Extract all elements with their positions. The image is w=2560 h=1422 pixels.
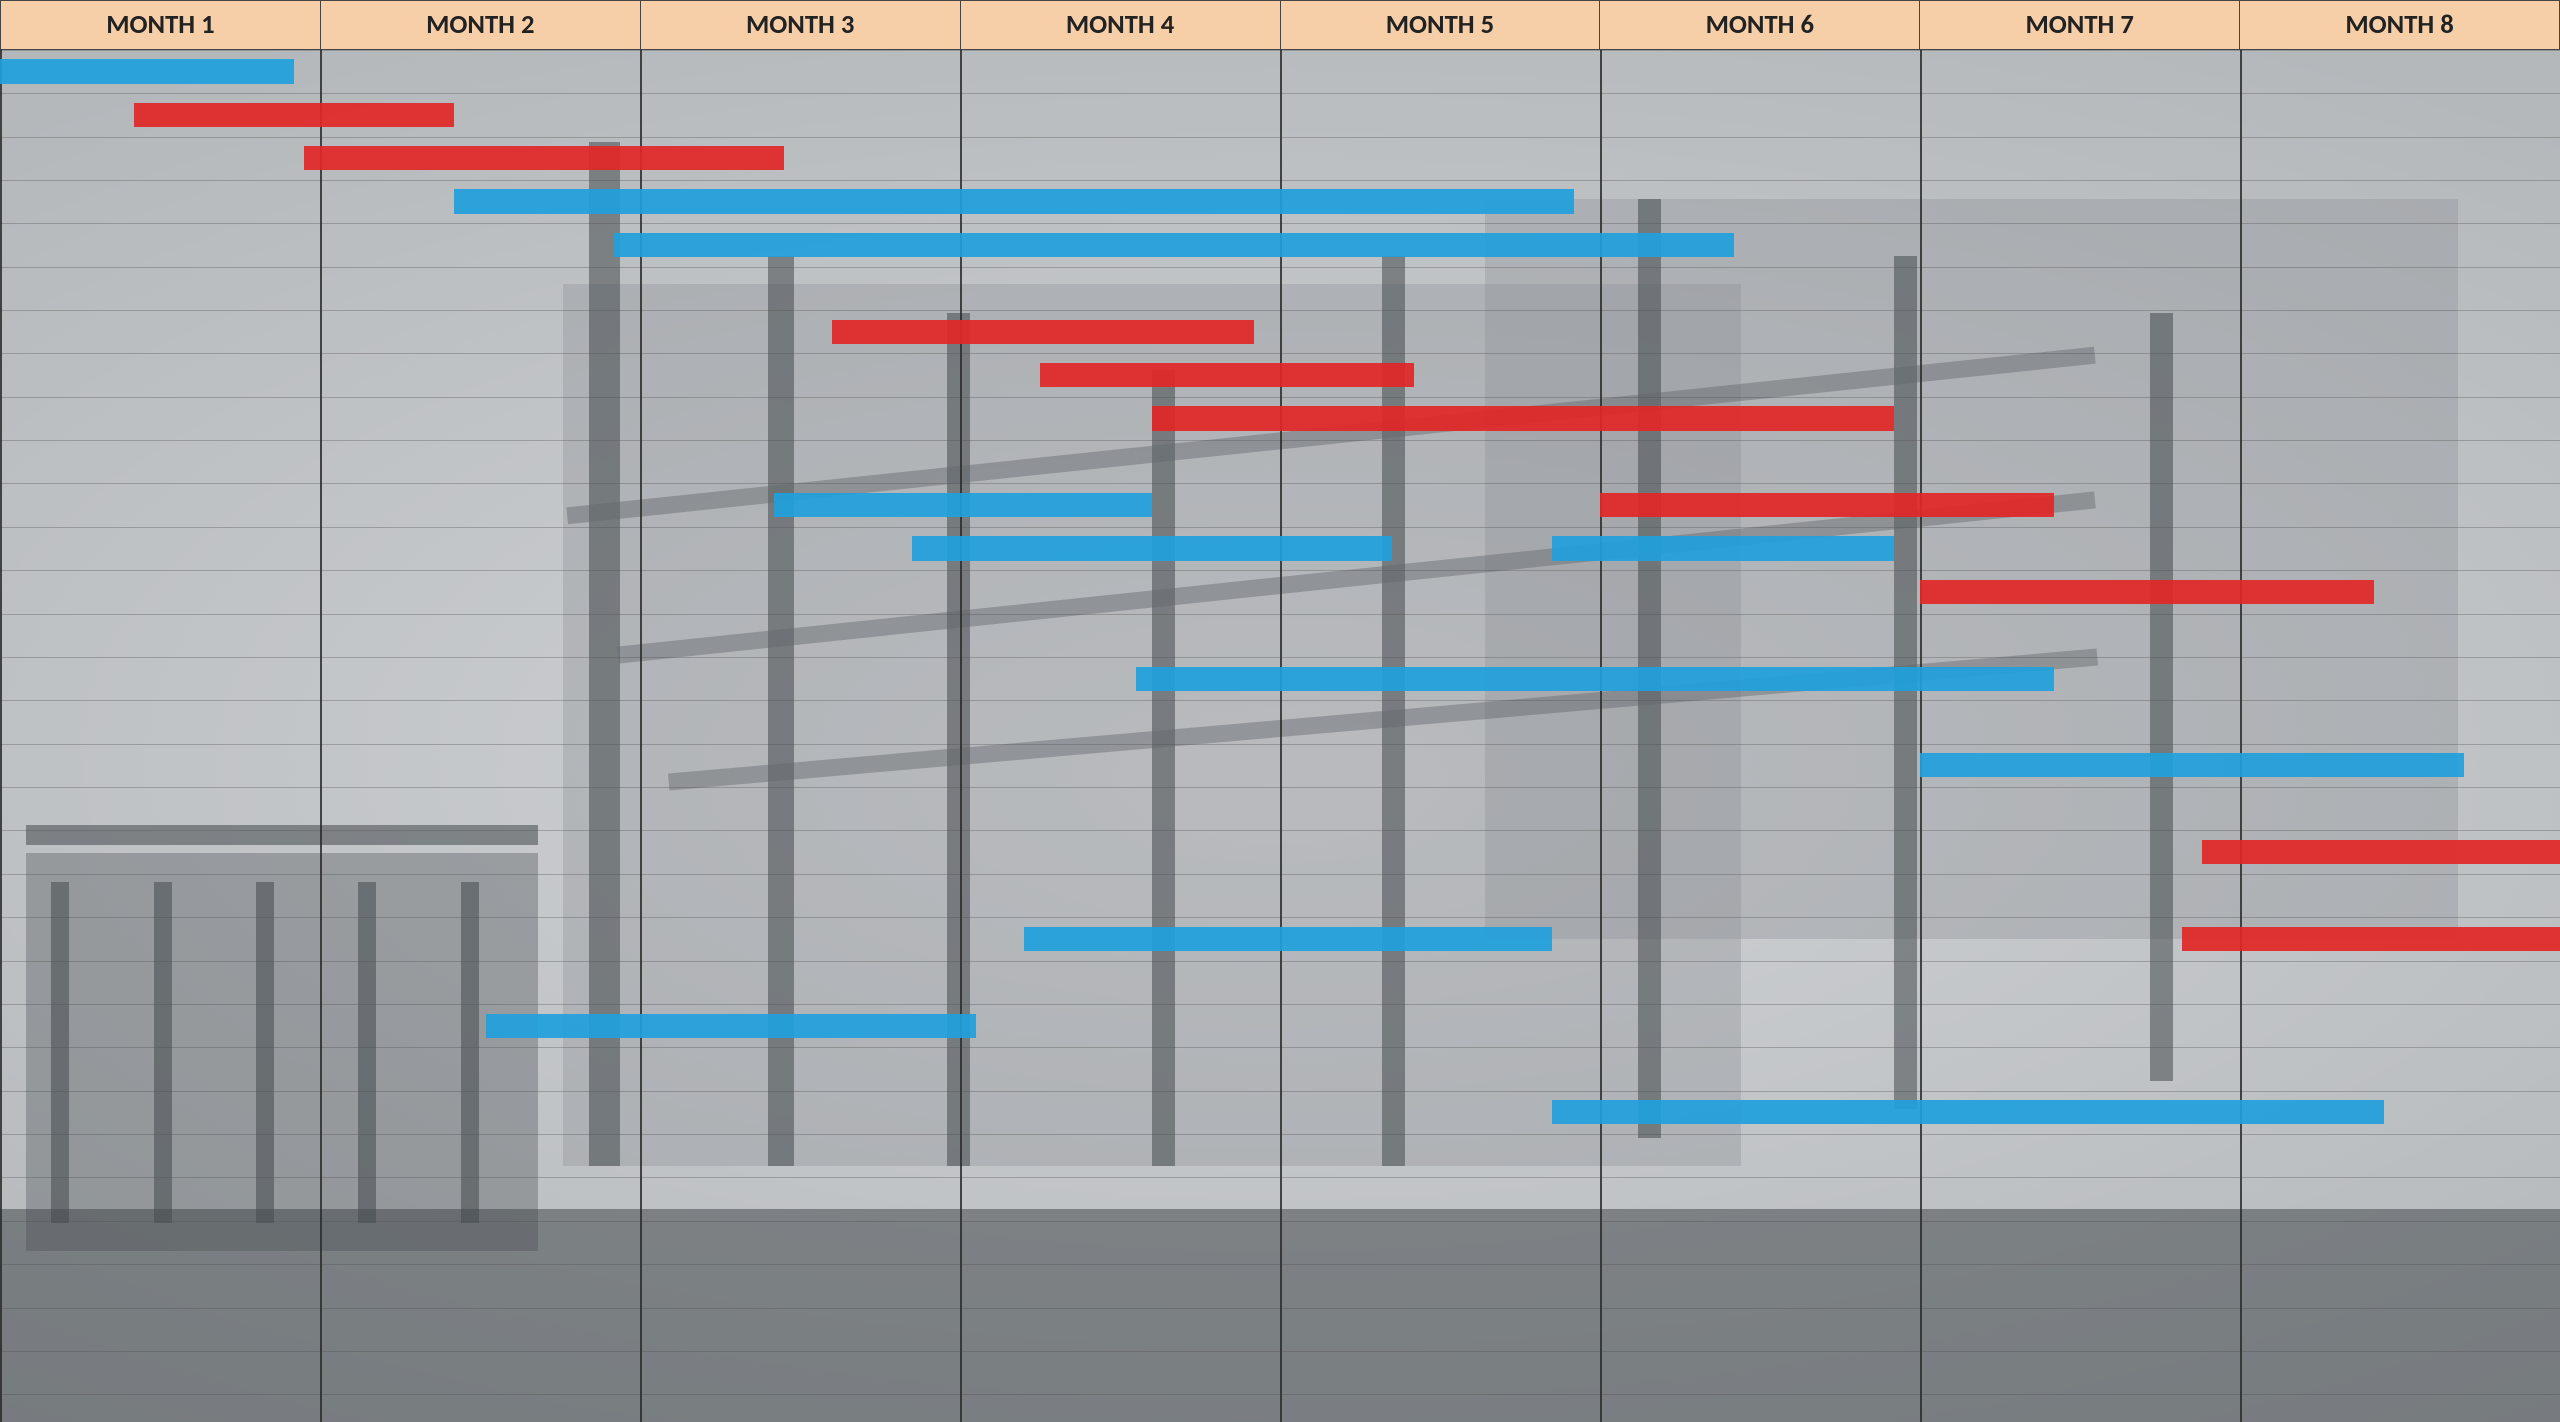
gantt-bar	[1920, 753, 2464, 777]
gantt-header-label: MONTH 8	[2345, 9, 2453, 41]
gantt-header-cell: MONTH 3	[641, 0, 961, 50]
gantt-bar	[1152, 406, 1894, 430]
gantt-header-label: MONTH 3	[746, 9, 854, 41]
gantt-bar	[1600, 493, 2054, 517]
gantt-header-label: MONTH 6	[1706, 9, 1814, 41]
gantt-bar	[134, 103, 454, 127]
gantt-header-cell: MONTH 4	[961, 0, 1281, 50]
gantt-bar	[2202, 840, 2560, 864]
gantt-bar	[304, 146, 784, 170]
gantt-bar	[832, 320, 1254, 344]
gantt-header-label: MONTH 1	[106, 9, 214, 41]
gantt-chart: MONTH 1 MONTH 2 MONTH 3 MONTH 4 MONTH 5 MONTH…	[0, 0, 2560, 1422]
gantt-header-label: MONTH 5	[1386, 9, 1494, 41]
gantt-bar	[1552, 1100, 2384, 1124]
gantt-header-row: MONTH 1 MONTH 2 MONTH 3 MONTH 4 MONTH 5 MONTH…	[0, 0, 2560, 50]
gantt-header-label: MONTH 4	[1066, 9, 1174, 41]
gantt-header-cell: MONTH 7	[1920, 0, 2240, 50]
gantt-bar	[774, 493, 1152, 517]
gantt-header-cell: MONTH 6	[1600, 0, 1920, 50]
gantt-bar	[454, 189, 1574, 213]
gantt-bars-layer	[0, 0, 2560, 1422]
gantt-bar	[1040, 363, 1414, 387]
gantt-bar	[486, 1014, 976, 1038]
gantt-bar	[1920, 580, 2374, 604]
gantt-bar	[1136, 667, 2054, 691]
gantt-bar	[614, 233, 1734, 257]
gantt-header-label: MONTH 7	[2025, 9, 2133, 41]
gantt-header-cell: MONTH 1	[0, 0, 321, 50]
gantt-bar	[1024, 927, 1552, 951]
gantt-bar	[0, 59, 294, 83]
gantt-bar	[1552, 536, 1894, 560]
gantt-bar	[912, 536, 1392, 560]
gantt-header-cell: MONTH 5	[1281, 0, 1601, 50]
gantt-bar	[2182, 927, 2560, 951]
gantt-header-cell: MONTH 8	[2240, 0, 2560, 50]
gantt-header-label: MONTH 2	[426, 9, 534, 41]
gantt-header-cell: MONTH 2	[321, 0, 641, 50]
